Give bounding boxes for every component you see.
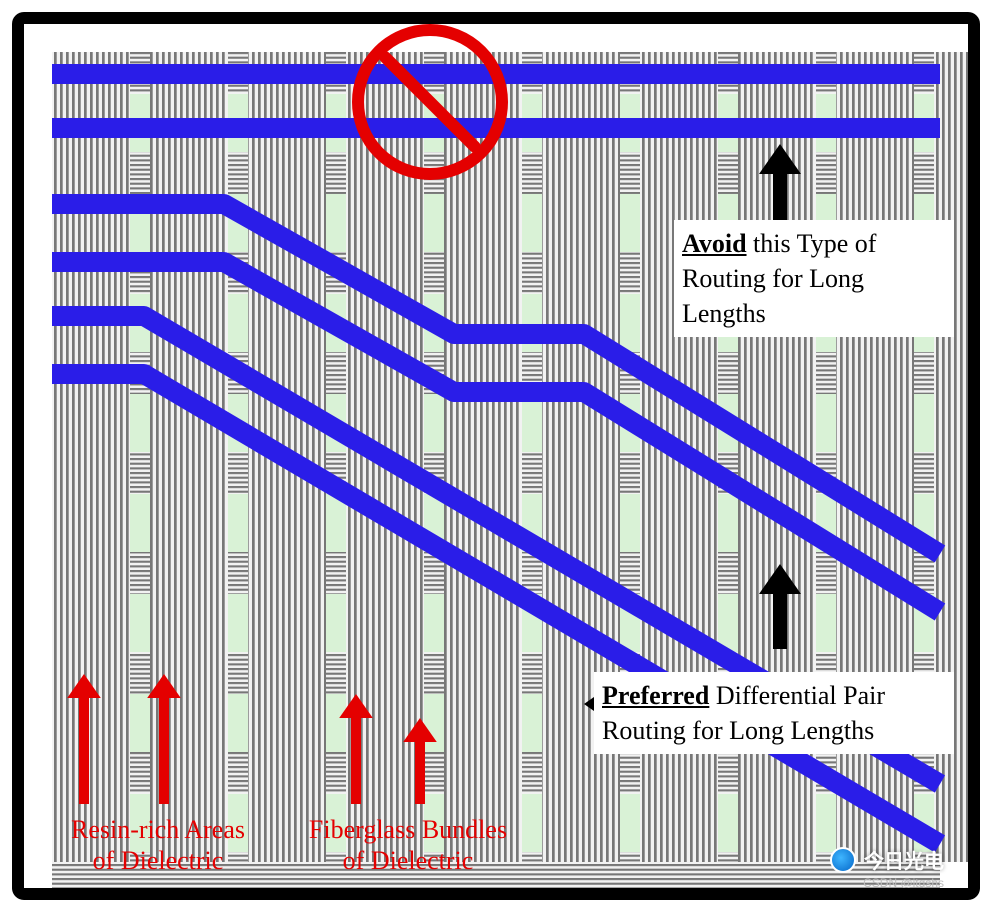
preferred-lead: Preferred bbox=[602, 681, 709, 710]
preferred-text-box: Preferred Differential Pair Routing for … bbox=[594, 672, 954, 754]
watermark: 今日光电 bbox=[830, 845, 944, 874]
outer-frame: Avoid this Type of Routing for Long Leng… bbox=[12, 12, 980, 900]
watermark-text: 今日光电 bbox=[864, 845, 944, 874]
diagram-svg bbox=[24, 24, 968, 888]
watermark-sub: CSDN @itqshs bbox=[863, 876, 944, 890]
resin-label-line2: of Dielectric bbox=[28, 845, 288, 876]
vertical-fiber-bundle bbox=[52, 52, 130, 862]
watermark-logo-icon bbox=[830, 847, 856, 873]
fiber-label: Fiberglass Bundles of Dielectric bbox=[268, 814, 548, 876]
fiber-label-line2: of Dielectric bbox=[268, 845, 548, 876]
avoid-lead: Avoid bbox=[682, 229, 747, 258]
resin-label-line1: Resin-rich Areas bbox=[28, 814, 288, 845]
fiber-label-line1: Fiberglass Bundles bbox=[268, 814, 548, 845]
avoid-text-box: Avoid this Type of Routing for Long Leng… bbox=[674, 220, 954, 337]
resin-label: Resin-rich Areas of Dielectric bbox=[28, 814, 288, 876]
diagram-content: Avoid this Type of Routing for Long Leng… bbox=[24, 24, 968, 888]
